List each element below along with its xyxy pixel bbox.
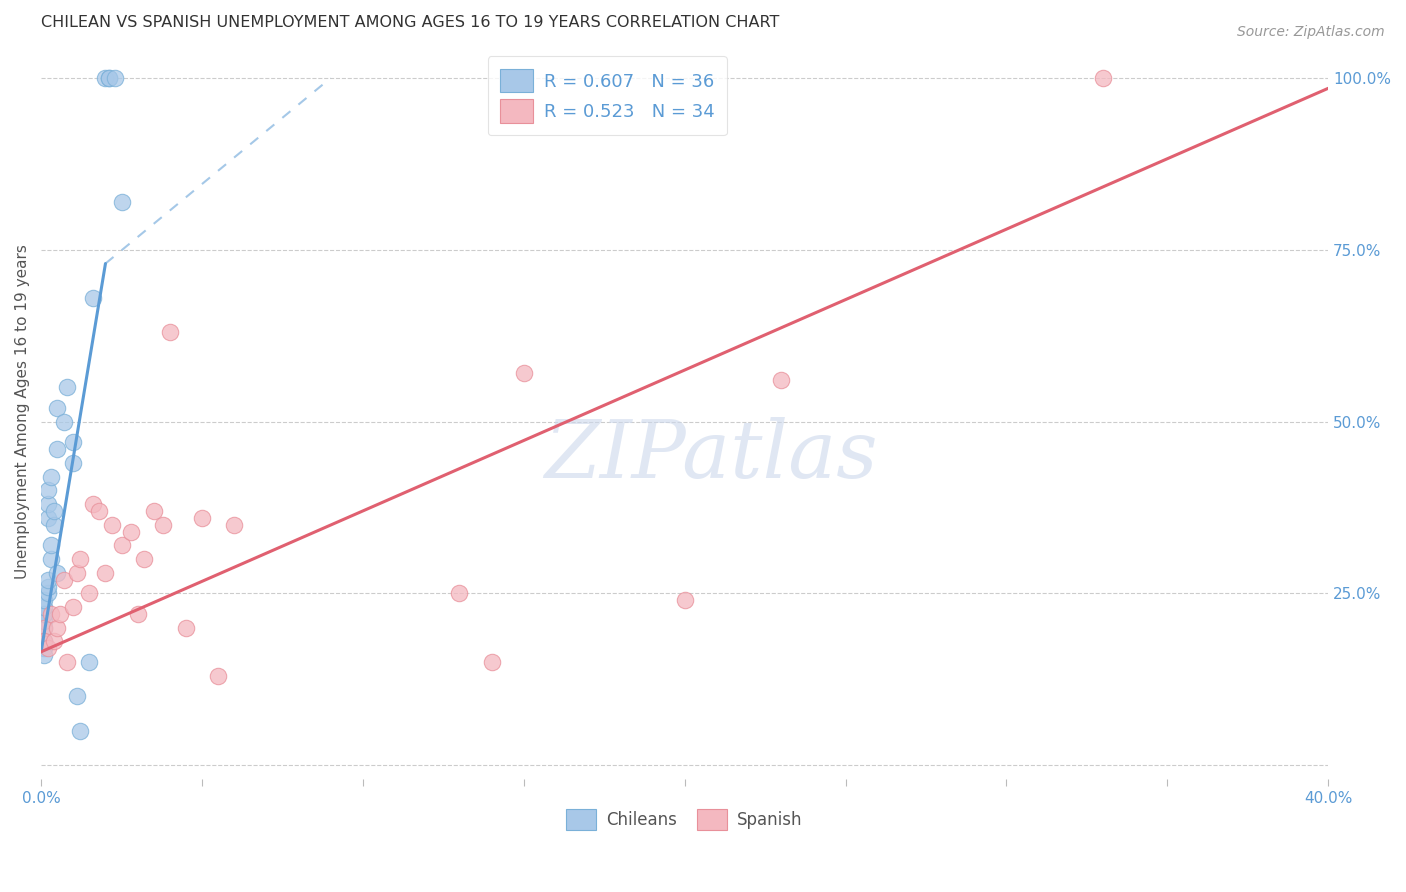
Point bbox=[42, 504, 65, 518]
Point bbox=[37, 510, 59, 524]
Point bbox=[34, 600, 56, 615]
Point bbox=[120, 524, 142, 539]
Point bbox=[46, 442, 69, 456]
Point bbox=[69, 723, 91, 738]
Point bbox=[65, 566, 87, 580]
Point bbox=[224, 517, 246, 532]
Point bbox=[191, 510, 214, 524]
Point bbox=[1091, 70, 1114, 85]
Text: CHILEAN VS SPANISH UNEMPLOYMENT AMONG AGES 16 TO 19 YEARS CORRELATION CHART: CHILEAN VS SPANISH UNEMPLOYMENT AMONG AG… bbox=[41, 15, 779, 30]
Point bbox=[132, 552, 155, 566]
Point bbox=[159, 325, 181, 339]
Point bbox=[34, 621, 56, 635]
Point bbox=[87, 504, 110, 518]
Point bbox=[142, 504, 165, 518]
Point bbox=[46, 566, 69, 580]
Point bbox=[34, 607, 56, 621]
Point bbox=[770, 373, 793, 387]
Point bbox=[65, 690, 87, 704]
Point bbox=[46, 401, 69, 415]
Point bbox=[82, 497, 104, 511]
Point bbox=[34, 641, 56, 656]
Point bbox=[79, 586, 101, 600]
Point bbox=[104, 70, 127, 85]
Point bbox=[97, 70, 120, 85]
Point bbox=[513, 367, 536, 381]
Point bbox=[42, 517, 65, 532]
Point bbox=[56, 380, 79, 394]
Point bbox=[207, 669, 229, 683]
Text: ZIPatlas: ZIPatlas bbox=[544, 417, 877, 494]
Point bbox=[82, 291, 104, 305]
Point bbox=[62, 435, 84, 450]
Point bbox=[449, 586, 471, 600]
Point bbox=[110, 194, 132, 209]
Point bbox=[127, 607, 149, 621]
Point bbox=[37, 580, 59, 594]
Point bbox=[34, 593, 56, 607]
Y-axis label: Unemployment Among Ages 16 to 19 years: Unemployment Among Ages 16 to 19 years bbox=[15, 244, 30, 579]
Point bbox=[79, 655, 101, 669]
Point bbox=[37, 573, 59, 587]
Point bbox=[97, 70, 120, 85]
Point bbox=[42, 634, 65, 648]
Point bbox=[34, 634, 56, 648]
Point bbox=[34, 648, 56, 663]
Point bbox=[101, 517, 124, 532]
Point bbox=[39, 538, 62, 552]
Point bbox=[37, 586, 59, 600]
Point bbox=[37, 641, 59, 656]
Point bbox=[110, 538, 132, 552]
Point bbox=[39, 607, 62, 621]
Point bbox=[62, 456, 84, 470]
Point bbox=[49, 607, 72, 621]
Point bbox=[481, 655, 503, 669]
Point bbox=[174, 621, 197, 635]
Point bbox=[39, 552, 62, 566]
Point bbox=[56, 655, 79, 669]
Point bbox=[34, 614, 56, 628]
Point bbox=[152, 517, 174, 532]
Point bbox=[34, 634, 56, 648]
Point bbox=[62, 600, 84, 615]
Point bbox=[39, 469, 62, 483]
Point bbox=[34, 607, 56, 621]
Point bbox=[52, 573, 75, 587]
Point bbox=[94, 70, 117, 85]
Point bbox=[673, 593, 696, 607]
Point bbox=[34, 621, 56, 635]
Text: Source: ZipAtlas.com: Source: ZipAtlas.com bbox=[1237, 25, 1385, 39]
Point bbox=[69, 552, 91, 566]
Point bbox=[37, 497, 59, 511]
Point bbox=[46, 621, 69, 635]
Point bbox=[37, 483, 59, 498]
Point bbox=[52, 415, 75, 429]
Legend: Chileans, Spanish: Chileans, Spanish bbox=[560, 802, 810, 837]
Point bbox=[94, 566, 117, 580]
